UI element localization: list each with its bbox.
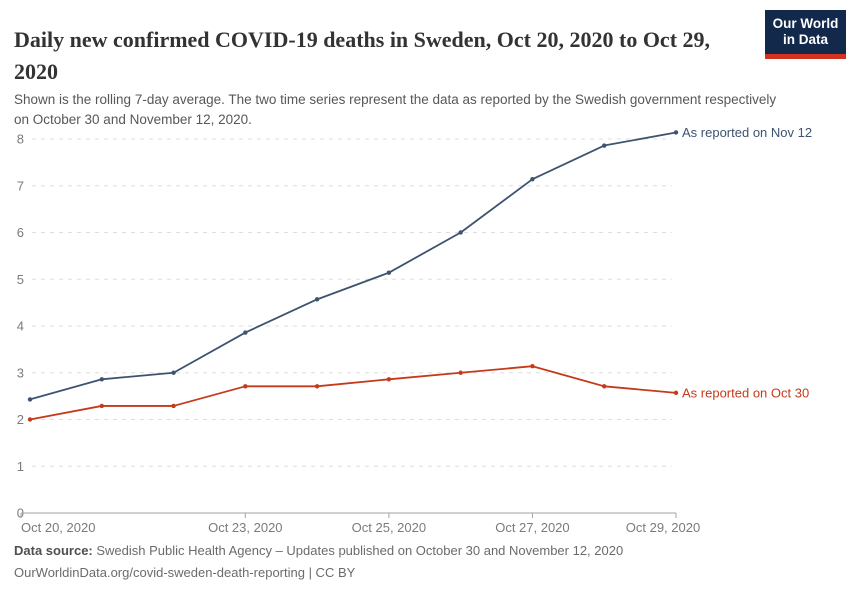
- owid-logo-line2: in Data: [782, 32, 828, 48]
- y-axis-tick-label: 5: [17, 272, 24, 287]
- data-point-as-reported-on-nov-12[interactable]: [314, 297, 320, 302]
- data-point-as-reported-on-oct-30[interactable]: [27, 417, 33, 422]
- y-axis-tick-label: 0: [17, 506, 24, 521]
- y-axis-tick-label: 1: [17, 459, 24, 474]
- x-axis-tick-label: Oct 27, 2020: [495, 520, 569, 535]
- x-axis-tick-label: Oct 23, 2020: [208, 520, 282, 535]
- data-point-as-reported-on-oct-30[interactable]: [171, 403, 176, 409]
- data-point-as-reported-on-oct-30[interactable]: [386, 377, 392, 382]
- chart-footer: Data source: Swedish Public Health Agenc…: [14, 540, 814, 584]
- data-point-as-reported-on-oct-30[interactable]: [458, 370, 463, 375]
- y-axis-tick-label: 2: [17, 412, 24, 427]
- y-axis-tick-label: 7: [17, 178, 24, 193]
- x-axis-tick-label: Oct 29, 2020: [626, 520, 700, 535]
- line-chart-canvas[interactable]: 0 1 2 3 4 5 6 7 8 Oct 20, 2020 Oct 23, 2020 Oct 25,…: [0, 118, 850, 538]
- data-point-as-reported-on-oct-30[interactable]: [530, 364, 535, 369]
- series-end-label-as-reported-on-oct-30: As reported on Oct 30: [682, 385, 809, 400]
- data-point-as-reported-on-nov-12[interactable]: [386, 270, 392, 275]
- x-axis-tick-label: Oct 25, 2020: [352, 520, 426, 535]
- data-point-as-reported-on-oct-30[interactable]: [673, 390, 679, 396]
- chart-subtitle: Shown is the rolling 7-day average. The …: [14, 91, 777, 128]
- data-point-as-reported-on-nov-12[interactable]: [530, 177, 535, 182]
- data-source-line: Data source: Swedish Public Health Agenc…: [14, 540, 814, 562]
- x-axis-tick-label: Oct 20, 2020: [21, 520, 95, 535]
- series-line-as-reported-on-oct-30[interactable]: [29, 365, 677, 421]
- series-end-label-as-reported-on-nov-12: As reported on Nov 12: [682, 125, 812, 140]
- license-line: OurWorldinData.org/covid-sweden-death-re…: [14, 565, 356, 581]
- data-source-label: Data source:: [14, 543, 93, 558]
- data-point-as-reported-on-nov-12[interactable]: [673, 130, 679, 135]
- owid-logo-line1: Our World: [772, 16, 839, 31]
- data-point-as-reported-on-nov-12[interactable]: [27, 397, 33, 402]
- series-line-as-reported-on-nov-12[interactable]: [29, 131, 677, 401]
- data-point-as-reported-on-nov-12[interactable]: [99, 377, 104, 382]
- y-axis-tick-label: 4: [17, 319, 24, 334]
- chart-title: Daily new confirmed COVID-19 deaths in S…: [14, 26, 711, 84]
- data-point-as-reported-on-oct-30[interactable]: [243, 384, 248, 389]
- owid-logo[interactable]: Our World in Data: [765, 10, 846, 59]
- data-source-text: Swedish Public Health Agency – Updates p…: [92, 543, 624, 558]
- data-point-as-reported-on-nov-12[interactable]: [171, 370, 176, 375]
- data-point-as-reported-on-nov-12[interactable]: [243, 330, 248, 335]
- y-axis-tick-label: 3: [17, 365, 24, 380]
- data-point-as-reported-on-nov-12[interactable]: [458, 230, 463, 235]
- y-axis-tick-label: 6: [17, 225, 24, 240]
- y-axis-tick-label: 8: [17, 132, 24, 147]
- data-point-as-reported-on-nov-12[interactable]: [602, 143, 607, 148]
- data-point-as-reported-on-oct-30[interactable]: [99, 403, 104, 409]
- data-point-as-reported-on-oct-30[interactable]: [314, 384, 320, 389]
- data-point-as-reported-on-oct-30[interactable]: [602, 384, 607, 389]
